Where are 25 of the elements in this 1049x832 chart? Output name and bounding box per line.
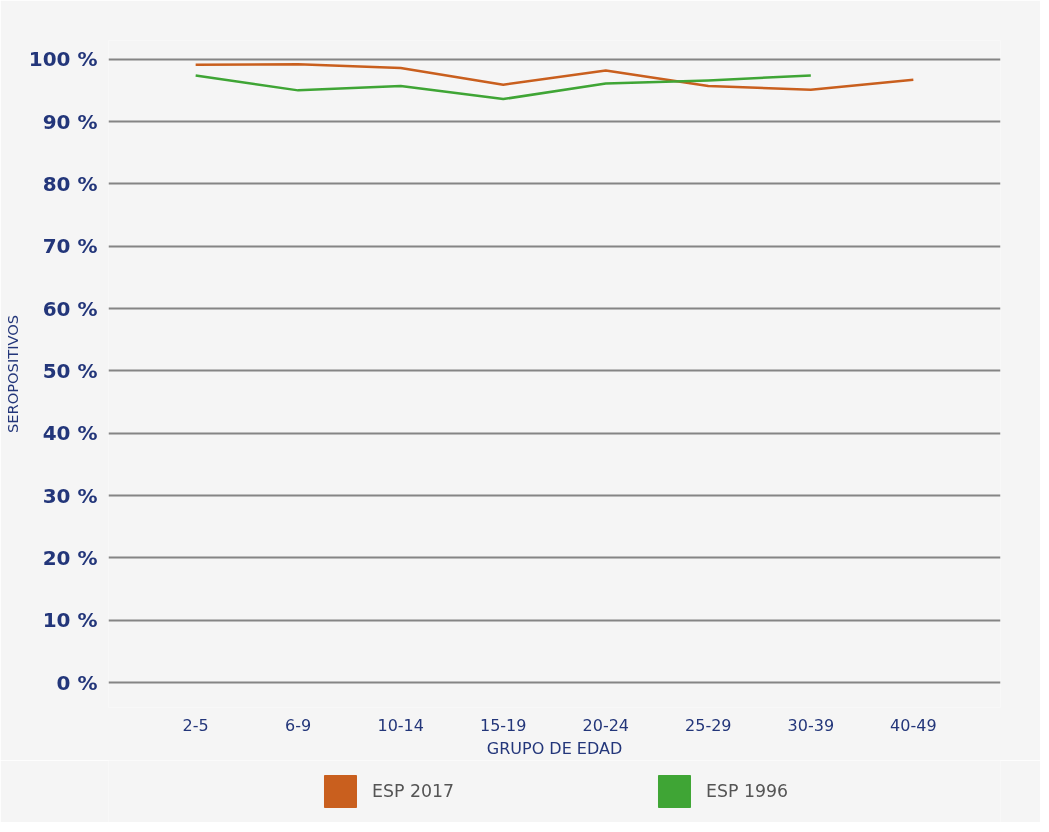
- x-tick-label: 20-24: [582, 715, 630, 735]
- y-tick-label: 30 %: [42, 483, 98, 508]
- x-tick-label: 25-29: [685, 715, 732, 735]
- x-tick-label: 15-19: [479, 715, 527, 735]
- y-tick-label: 40 %: [42, 421, 98, 446]
- y-tick-label: 0 %: [56, 670, 98, 695]
- y-tick-label: 20 %: [42, 545, 98, 570]
- x-tick-label: 2-5: [182, 715, 209, 735]
- line-series: [194, 62, 915, 91]
- y-tick-label: 10 %: [42, 608, 98, 633]
- x-axis-title: GRUPO DE EDAD: [486, 738, 623, 758]
- y-tick-label: 50 %: [42, 358, 98, 383]
- y-axis-title: SEROPOSITIVOS: [3, 314, 21, 434]
- y-tick-label: 70 %: [42, 234, 98, 259]
- line-series: [194, 74, 813, 101]
- y-tick-label: 80 %: [42, 171, 98, 196]
- legend-label: ESP 2017: [371, 781, 454, 801]
- legend-label: ESP 1996: [706, 781, 789, 801]
- x-tick-label: 10-14: [377, 715, 424, 735]
- y-tick-label: 60 %: [42, 296, 98, 321]
- x-tick-label: 40-49: [890, 715, 937, 735]
- x-tick-label: 6-9: [285, 715, 312, 735]
- y-tick-label: 90 %: [42, 109, 98, 134]
- y-tick-label: 100 %: [28, 47, 98, 72]
- x-tick-label: 30-39: [787, 715, 835, 735]
